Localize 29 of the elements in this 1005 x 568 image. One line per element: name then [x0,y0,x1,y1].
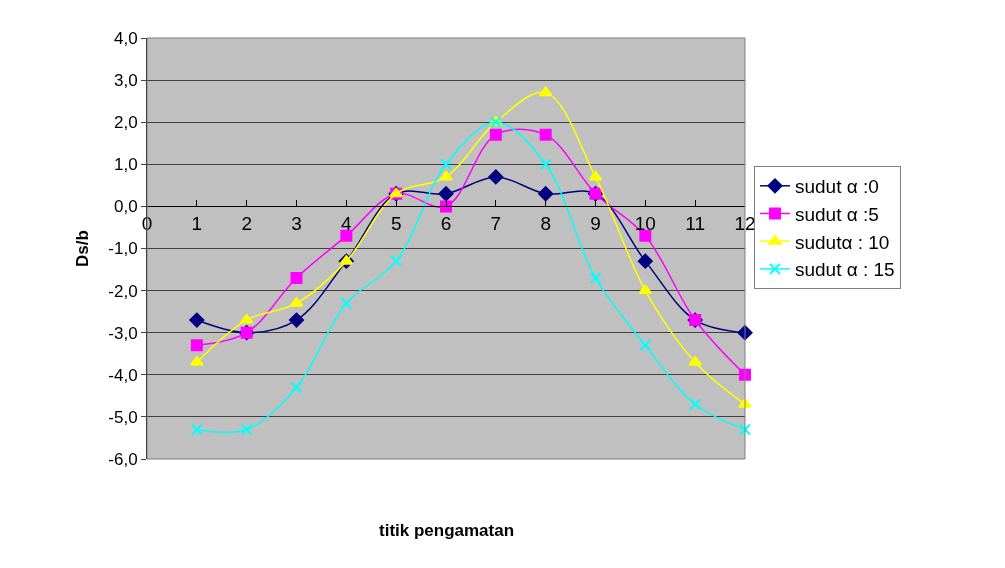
legend-label: sudut α : 15 [794,259,895,281]
x-tick-label: 8 [540,213,551,235]
x-tick-label: 1 [191,213,203,235]
x-tick-label: 9 [590,213,601,235]
y-tick-label: 3,0 [113,71,138,91]
x-tick-label: 6 [440,213,452,235]
y-tick-label: -4,0 [108,365,138,385]
y-tick-label: 4,0 [113,28,138,48]
legend-label: sudut α :5 [794,203,879,225]
y-tick-label: -5,0 [108,407,138,427]
x-tick-label: 7 [490,213,502,235]
legend-label: sudut α :0 [794,176,879,198]
y-tick-label: -1,0 [108,239,138,259]
x-tick-label: 4 [341,213,353,235]
y-tick-label: 2,0 [113,113,138,133]
y-tick-label: 0,0 [113,197,138,217]
y-axis-title: Ds/b [72,230,92,267]
y-tick-label: -6,0 [108,449,138,469]
x-tick-label: 11 [685,213,706,235]
x-tick-label: 10 [634,213,656,235]
y-tick-label: -3,0 [108,323,138,343]
x-tick-label: 12 [734,213,756,235]
y-tick-label: -2,0 [108,281,138,301]
x-axis-title: titik pengamatan [379,521,515,540]
x-tick-label: 5 [390,213,402,235]
x-tick-label: 3 [291,213,302,235]
x-tick-label: 2 [241,213,252,235]
legend-label: sudutα : 10 [794,231,890,253]
y-tick-label: 1,0 [113,155,138,175]
